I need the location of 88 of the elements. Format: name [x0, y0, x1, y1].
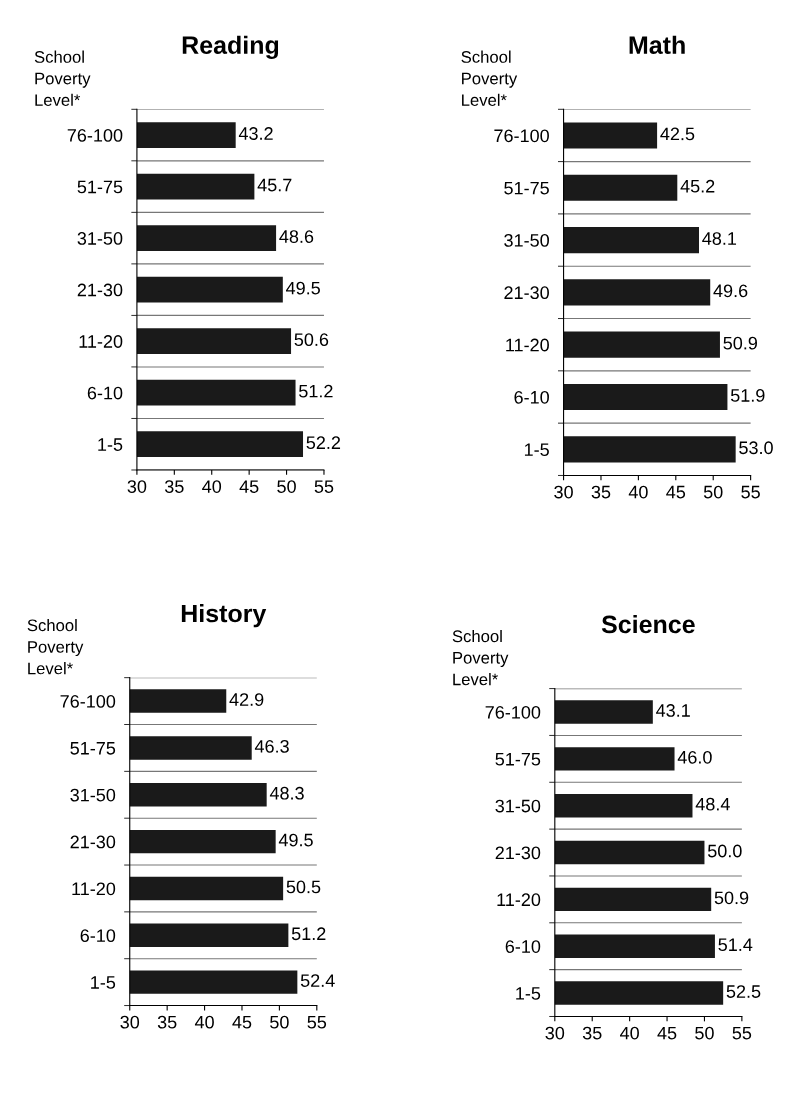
x-tick-label: 45	[239, 480, 259, 493]
x-tick-label: 45	[232, 1015, 252, 1029]
x-tick-label: 55	[741, 485, 760, 499]
y-tick-label: 31-50	[495, 799, 541, 813]
data-label: 53.0	[739, 441, 773, 455]
y-axis-title: School Poverty Level*	[34, 50, 91, 107]
x-tick-label: 45	[657, 1026, 677, 1040]
data-label: 43.2	[238, 127, 273, 140]
data-label: 50.6	[294, 333, 329, 347]
x-tick-label: 35	[582, 1026, 602, 1040]
y-tick-label: 76-100	[60, 695, 116, 708]
x-tick-label: 50	[270, 1015, 289, 1029]
y-axis-title: School Poverty Level*	[27, 618, 84, 675]
y-tick-label: 11-20	[506, 338, 549, 352]
y-tick-label: 31-50	[70, 788, 116, 802]
x-tick-label: 35	[591, 485, 611, 499]
data-label: 49.6	[713, 284, 748, 298]
chart-title: History	[181, 603, 267, 628]
y-tick-label: 31-50	[504, 234, 549, 247]
chart-title: Science	[601, 614, 695, 634]
data-label: 45.2	[680, 179, 715, 193]
y-tick-label: 1-5	[91, 976, 116, 989]
data-label: 45.7	[257, 178, 292, 192]
y-tick-label: 1-5	[524, 443, 549, 457]
y-tick-label: 76-100	[67, 129, 123, 142]
x-tick-label: 35	[157, 1015, 177, 1029]
data-label: 46.0	[677, 750, 712, 764]
y-tick-label: 51-75	[504, 181, 549, 195]
y-tick-label: 6-10	[87, 386, 123, 400]
data-label: 46.3	[254, 739, 289, 753]
y-tick-label: 11-20	[497, 893, 541, 907]
x-tick-label: 50	[695, 1026, 714, 1040]
data-label: 50.5	[286, 880, 321, 894]
x-tick-label: 55	[314, 480, 334, 493]
y-axis-title: School Poverty Level*	[461, 50, 518, 107]
data-label: 52.5	[726, 985, 761, 998]
data-label: 48.1	[702, 232, 737, 245]
data-label: 48.6	[279, 230, 314, 243]
y-axis-title: School Poverty Level*	[452, 629, 509, 686]
data-label: 43.1	[656, 704, 690, 717]
data-label: 50.9	[723, 336, 758, 350]
y-tick-label: 11-20	[72, 882, 116, 896]
x-tick-label: 45	[666, 485, 686, 499]
data-label: 49.5	[278, 833, 313, 847]
y-tick-label: 11-20	[79, 335, 123, 348]
data-label: 42.9	[229, 693, 264, 706]
data-label: 50.0	[707, 844, 742, 858]
y-tick-label: 1-5	[98, 438, 123, 451]
data-label: 52.4	[300, 974, 335, 987]
y-tick-label: 1-5	[516, 987, 541, 1000]
x-tick-label: 40	[628, 485, 648, 499]
y-tick-label: 6-10	[514, 390, 549, 404]
x-tick-label: 55	[732, 1026, 752, 1040]
y-tick-label: 76-100	[485, 705, 541, 719]
x-tick-label: 40	[620, 1026, 639, 1040]
x-tick-label: 35	[164, 480, 184, 493]
y-tick-label: 6-10	[505, 940, 541, 953]
y-tick-label: 21-30	[495, 846, 541, 860]
x-tick-label: 50	[703, 485, 723, 499]
data-label: 48.4	[695, 797, 730, 811]
chart-title: Math	[629, 35, 685, 54]
data-label: 52.2	[306, 436, 341, 450]
y-tick-label: 6-10	[80, 929, 116, 943]
x-tick-label: 30	[127, 480, 147, 493]
data-label: 51.2	[299, 384, 333, 398]
data-label: 51.4	[718, 938, 753, 952]
x-tick-label: 40	[194, 1015, 214, 1029]
data-label: 48.3	[269, 786, 304, 800]
x-tick-label: 30	[545, 1026, 565, 1040]
y-tick-label: 21-30	[504, 286, 549, 300]
data-label: 51.2	[291, 927, 326, 941]
y-tick-label: 21-30	[77, 283, 123, 297]
y-tick-label: 76-100	[494, 129, 549, 143]
x-tick-label: 30	[554, 485, 573, 499]
y-tick-label: 51-75	[495, 752, 541, 766]
x-tick-label: 55	[307, 1015, 327, 1029]
x-tick-label: 40	[202, 480, 222, 493]
chart-title: Reading	[182, 35, 279, 60]
y-tick-label: 21-30	[70, 835, 116, 849]
data-label: 51.9	[730, 389, 765, 402]
y-tick-label: 51-75	[70, 742, 116, 755]
y-tick-label: 31-50	[77, 232, 123, 245]
x-tick-label: 50	[277, 480, 296, 493]
data-label: 49.5	[286, 281, 320, 295]
x-tick-label: 30	[120, 1015, 140, 1029]
data-label: 42.5	[660, 127, 695, 141]
y-tick-label: 51-75	[77, 180, 123, 194]
data-label: 50.9	[714, 891, 749, 905]
